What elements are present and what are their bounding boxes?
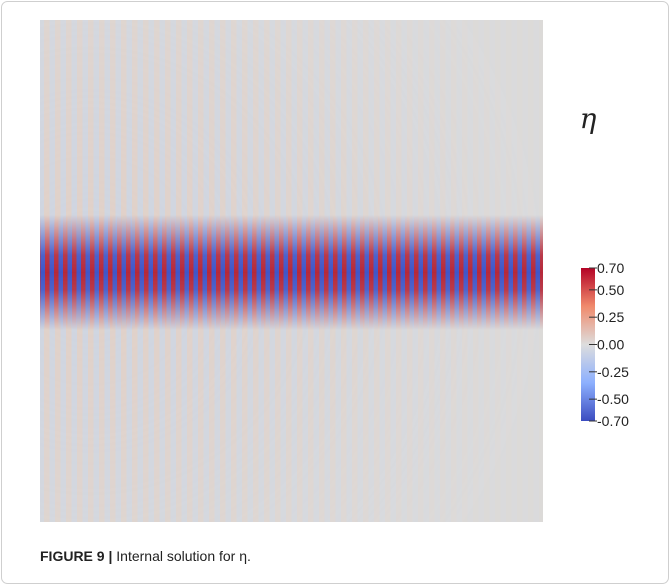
colorbar-title: η (580, 102, 597, 135)
caption-text: Internal solution for η. (116, 548, 251, 564)
colorbar-tick-label: 0.70 (597, 260, 624, 276)
colorbar-tick-label: 0.00 (597, 337, 624, 353)
colorbar-tick-label: -0.70 (597, 413, 629, 429)
colorbar-tick-label: 0.25 (597, 309, 624, 325)
caption: FIGURE 9 | Internal solution for η. (40, 548, 251, 564)
colorbar (581, 268, 595, 421)
colorbar-tick-label: -0.50 (597, 391, 629, 407)
colorbar-tick-label: -0.25 (597, 364, 629, 380)
wave-band (40, 215, 543, 330)
colorbar-tick-label: 0.50 (597, 282, 624, 298)
caption-label: FIGURE 9 | (40, 548, 113, 564)
